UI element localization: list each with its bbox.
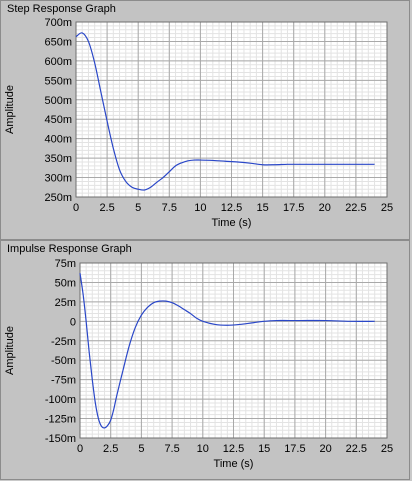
x-tick-label: 0 [73, 202, 79, 214]
series-line [79, 273, 375, 429]
x-tick-label: 22.5 [345, 202, 366, 214]
y-tick-label: -75m [51, 375, 76, 387]
x-axis-label: Time (s) [212, 217, 252, 229]
x-tick-label: 7.5 [162, 202, 177, 214]
y-tick-label: 500m [44, 95, 72, 107]
x-tick-label: 5 [135, 202, 141, 214]
plot-frame [75, 21, 388, 198]
x-tick-label: 20 [319, 443, 331, 455]
series-line [75, 32, 375, 191]
y-tick-label: 550m [44, 75, 72, 87]
y-tick-label: 400m [44, 134, 72, 146]
x-tick-label: 20 [319, 202, 331, 214]
y-tick-label: 0 [70, 316, 76, 328]
y-tick-label: 350m [44, 153, 72, 165]
x-tick-label: 22.5 [346, 443, 367, 455]
y-tick-label: 650m [44, 36, 72, 48]
x-tick-label: 2.5 [99, 202, 114, 214]
x-tick-label: 12.5 [223, 443, 244, 455]
step-response-title: Step Response Graph [7, 3, 116, 15]
x-tick-label: 2.5 [103, 443, 118, 455]
y-tick-label: 300m [44, 173, 72, 185]
y-axis-label: Amplitude [4, 326, 16, 375]
step-response-panel: 0 2.5 5 7.5 10 12.5 15 17.5 20 22.5 25 700m 650m 600m… [0, 0, 410, 240]
y-tick-label: -125m [45, 414, 76, 426]
y-tick-label: -25m [51, 336, 76, 348]
y-tick-label: 50m [55, 277, 76, 289]
plot-frame [79, 262, 388, 439]
x-tick-label: 15 [256, 202, 268, 214]
x-tick-label: 10 [194, 202, 206, 214]
y-tick-label: -50m [51, 355, 76, 367]
y-tick-label: 700m [44, 17, 72, 29]
x-tick-label: 0 [77, 443, 83, 455]
x-tick-label: 15 [258, 443, 270, 455]
step-response-chart: 0 2.5 5 7.5 10 12.5 15 17.5 20 22.5 25 700m 650m 600m… [4, 17, 393, 229]
impulse-response-chart: 0 2.5 5 7.5 10 12.5 15 17.5 20 22.5 25 75m 50m 25m 0 -2… [4, 258, 393, 470]
x-tick-label: 12.5 [221, 202, 242, 214]
y-tick-label: 25m [55, 297, 76, 309]
y-tick-label: -100m [45, 394, 76, 406]
x-tick-label: 25 [381, 443, 393, 455]
x-axis-label: Time (s) [214, 458, 254, 470]
y-tick-label: 450m [44, 114, 72, 126]
x-tick-label: 7.5 [164, 443, 179, 455]
x-tick-label: 25 [381, 202, 393, 214]
x-tick-label: 10 [197, 443, 209, 455]
y-tick-label: 75m [55, 258, 76, 270]
y-tick-label: -150m [45, 433, 76, 445]
impulse-response-panel: 0 2.5 5 7.5 10 12.5 15 17.5 20 22.5 25 75m 50m 25m 0 -2… [0, 240, 410, 480]
y-tick-label: 600m [44, 56, 72, 68]
y-axis-label: Amplitude [4, 85, 16, 134]
x-tick-label: 17.5 [283, 202, 304, 214]
x-tick-label: 5 [138, 443, 144, 455]
y-tick-label: 250m [44, 192, 72, 204]
impulse-response-title: Impulse Response Graph [7, 243, 132, 255]
x-tick-label: 17.5 [284, 443, 305, 455]
